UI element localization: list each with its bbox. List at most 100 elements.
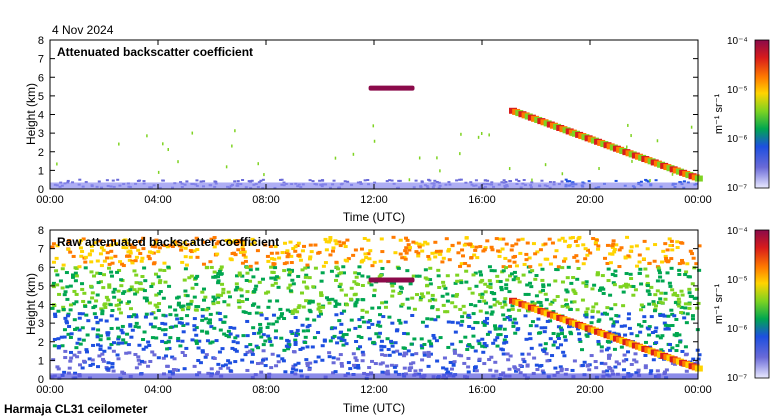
heat-cell bbox=[256, 346, 261, 350]
heat-cell bbox=[338, 282, 343, 286]
heat-cell bbox=[316, 314, 321, 318]
heat-cell bbox=[502, 327, 507, 331]
y-axis-label: Height (km) bbox=[24, 83, 38, 145]
heat-cell bbox=[128, 323, 133, 327]
heat-cell bbox=[158, 290, 163, 294]
heat-cell bbox=[670, 324, 675, 328]
heat-cell bbox=[587, 180, 591, 183]
heat-cell bbox=[663, 291, 668, 295]
heat-cell bbox=[366, 252, 371, 256]
heat-cell bbox=[146, 364, 151, 368]
heat-cell bbox=[548, 181, 552, 184]
heat-cell bbox=[590, 287, 595, 291]
heat-cell bbox=[163, 328, 168, 332]
heat-cell bbox=[680, 241, 685, 245]
heat-cell bbox=[366, 238, 371, 242]
heat-cell bbox=[353, 365, 358, 369]
heat-cell bbox=[619, 345, 624, 349]
heat-cell bbox=[170, 370, 175, 374]
heat-cell bbox=[474, 369, 479, 373]
heat-cell bbox=[603, 311, 608, 315]
heat-cell bbox=[100, 312, 105, 316]
heat-cell bbox=[148, 359, 153, 363]
heat-cell bbox=[91, 327, 96, 331]
heat-cell bbox=[360, 315, 365, 319]
heat-cell bbox=[610, 245, 615, 249]
heat-cell bbox=[183, 246, 188, 250]
heat-cell bbox=[613, 365, 618, 369]
heat-cell bbox=[545, 359, 550, 363]
heat-cell bbox=[176, 339, 181, 343]
heat-cell bbox=[307, 276, 312, 280]
heat-cell bbox=[447, 247, 452, 251]
heat-cell bbox=[255, 362, 260, 366]
heat-cell bbox=[387, 353, 392, 357]
heat-cell bbox=[593, 241, 598, 245]
heat-cell bbox=[504, 283, 509, 287]
heat-cell bbox=[146, 254, 151, 258]
heat-cell bbox=[501, 371, 506, 375]
heat-cell bbox=[578, 339, 583, 343]
heat-cell bbox=[626, 350, 631, 354]
heat-cell bbox=[128, 251, 133, 255]
heat-cell bbox=[162, 244, 167, 248]
heat-cell bbox=[212, 356, 217, 360]
heat-cell bbox=[676, 302, 681, 306]
heat-cell bbox=[511, 278, 516, 282]
heat-cell bbox=[392, 365, 397, 369]
heat-cell bbox=[80, 366, 85, 370]
heat-cell bbox=[589, 321, 594, 325]
y-tick-label: 8 bbox=[38, 35, 44, 47]
heat-cell bbox=[433, 179, 437, 182]
heat-cell bbox=[199, 180, 203, 183]
heat-cell bbox=[64, 271, 69, 275]
heat-cell bbox=[606, 356, 611, 360]
heat-cell bbox=[175, 240, 180, 244]
heat-cell bbox=[346, 361, 351, 365]
heat-cell bbox=[306, 329, 311, 333]
heat-cell bbox=[391, 289, 396, 293]
heat-cell bbox=[110, 365, 115, 369]
heat-cell bbox=[420, 243, 425, 247]
heat-cell bbox=[404, 246, 409, 250]
heat-cell bbox=[296, 274, 301, 278]
heat-cell bbox=[575, 259, 580, 263]
heat-cell bbox=[418, 156, 421, 160]
heat-cell bbox=[62, 293, 67, 297]
heat-cell bbox=[433, 298, 438, 302]
heat-cell bbox=[666, 327, 671, 331]
heat-cell bbox=[570, 236, 575, 240]
heat-cell bbox=[80, 287, 85, 291]
heat-cell bbox=[324, 248, 329, 252]
heat-cell bbox=[62, 335, 67, 339]
heat-cell bbox=[101, 357, 106, 361]
heat-cell bbox=[610, 252, 615, 256]
heat-cell bbox=[580, 298, 585, 302]
heat-cell bbox=[332, 179, 336, 182]
heat-cell bbox=[643, 340, 648, 344]
heat-cell bbox=[495, 274, 500, 278]
heat-cell bbox=[66, 247, 71, 251]
heat-cell bbox=[107, 346, 112, 350]
heat-cell bbox=[677, 304, 682, 308]
heat-cell bbox=[190, 286, 195, 290]
heat-cell bbox=[214, 339, 219, 343]
heat-cell bbox=[674, 334, 679, 338]
heat-cell bbox=[558, 365, 563, 369]
heat-cell bbox=[613, 274, 618, 278]
heat-cell bbox=[150, 282, 155, 286]
heat-cell bbox=[167, 148, 169, 152]
heat-cell bbox=[614, 332, 619, 336]
heat-cell bbox=[280, 178, 284, 181]
heat-cell bbox=[234, 349, 239, 353]
heat-cell bbox=[594, 238, 599, 242]
heat-cell bbox=[380, 301, 385, 305]
heat-cell bbox=[349, 286, 354, 290]
heat-cell bbox=[675, 344, 680, 348]
heat-cell bbox=[68, 335, 73, 339]
heat-cell bbox=[669, 266, 674, 270]
heat-cell bbox=[512, 260, 517, 264]
heat-cell bbox=[167, 370, 172, 374]
heat-cell bbox=[402, 366, 407, 370]
